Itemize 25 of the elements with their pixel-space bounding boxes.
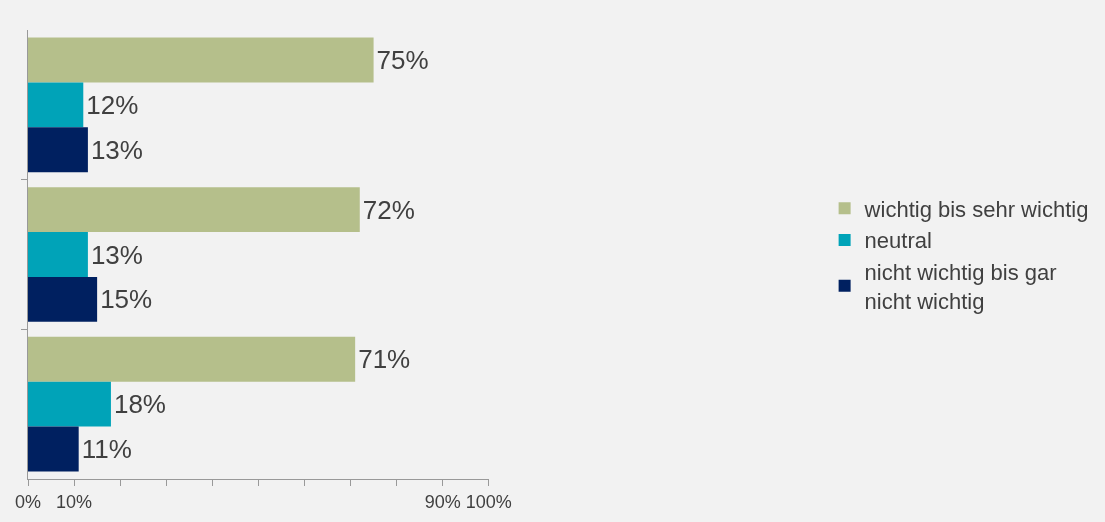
data-label: 71% [358,344,411,375]
bar [28,37,374,83]
bar [28,276,98,322]
x-tick-label: 10% [56,491,93,512]
data-label: 75% [376,44,429,75]
bar [28,336,356,382]
x-tick-label: 90% [424,491,461,512]
legend-label: neutral [864,228,932,254]
data-label: 11% [81,434,132,465]
bar [28,426,79,472]
x-tick-label: 0% [14,491,42,512]
bar [28,82,84,128]
data-label: 18% [113,389,166,420]
bar [28,187,360,233]
bar [28,381,111,427]
data-label: 13% [90,134,143,165]
data-label: 72% [362,194,415,225]
data-label: 15% [100,284,153,315]
legend-label: wichtig bis sehr wichtig [863,196,1089,222]
bar [28,127,88,173]
data-label: 13% [90,239,143,270]
data-label: 12% [86,89,139,120]
bar [28,232,88,277]
legend-label: nicht wichtig bis gar nicht wichtig [864,260,1057,314]
x-tick-label: 100% [465,491,512,512]
